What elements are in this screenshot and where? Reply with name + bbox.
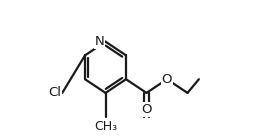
Text: CH₃: CH₃: [94, 120, 117, 133]
Text: O: O: [162, 73, 172, 86]
Text: O: O: [141, 103, 152, 116]
Text: Cl: Cl: [48, 86, 61, 99]
Text: N: N: [95, 35, 104, 48]
